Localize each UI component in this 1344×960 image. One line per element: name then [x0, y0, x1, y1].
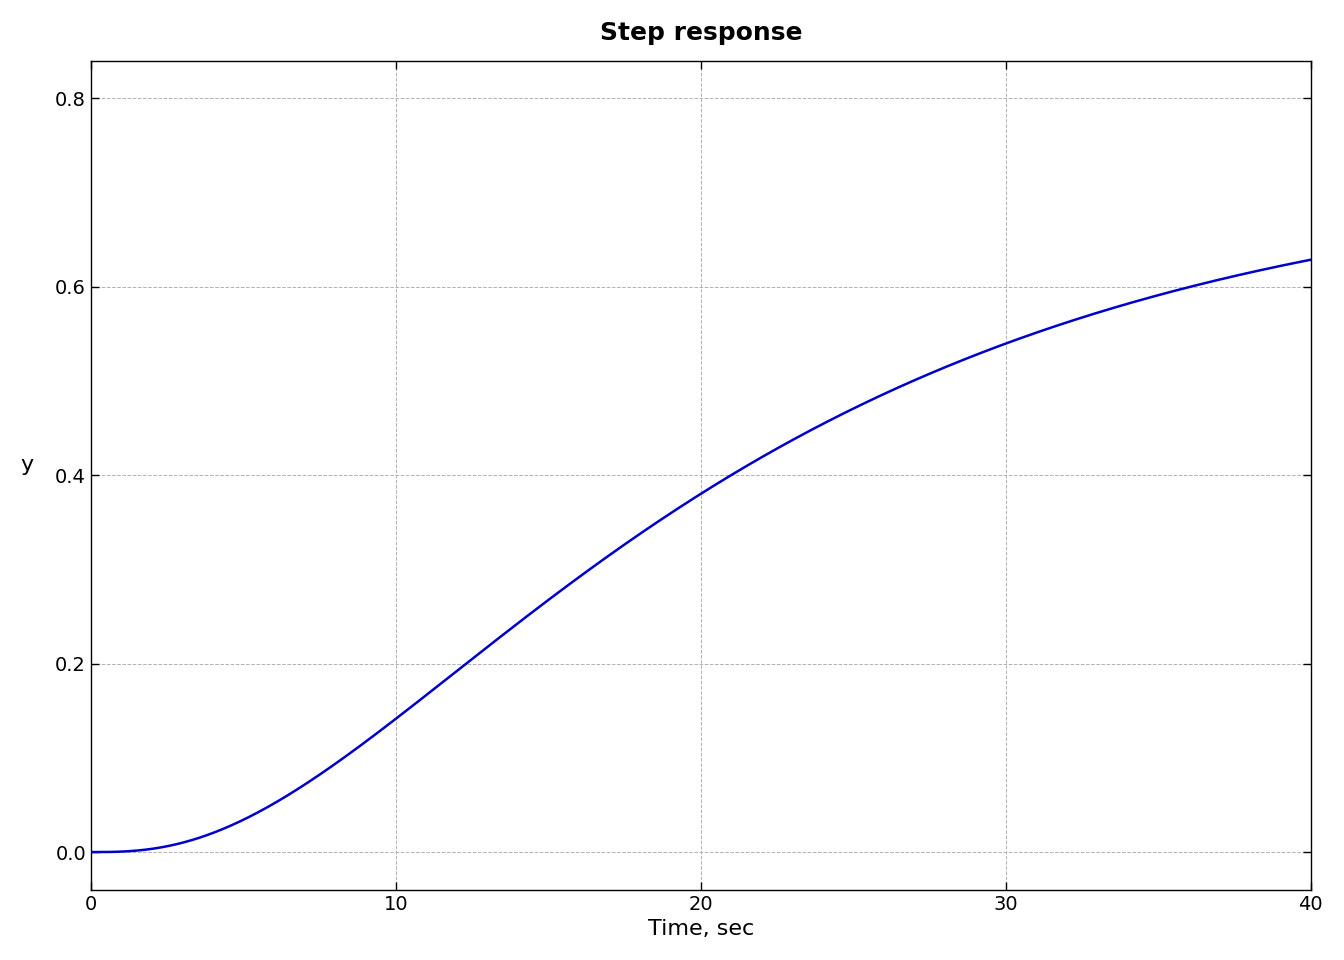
Y-axis label: y: y: [22, 455, 34, 475]
X-axis label: Time, sec: Time, sec: [648, 919, 754, 939]
Title: Step response: Step response: [599, 21, 802, 45]
